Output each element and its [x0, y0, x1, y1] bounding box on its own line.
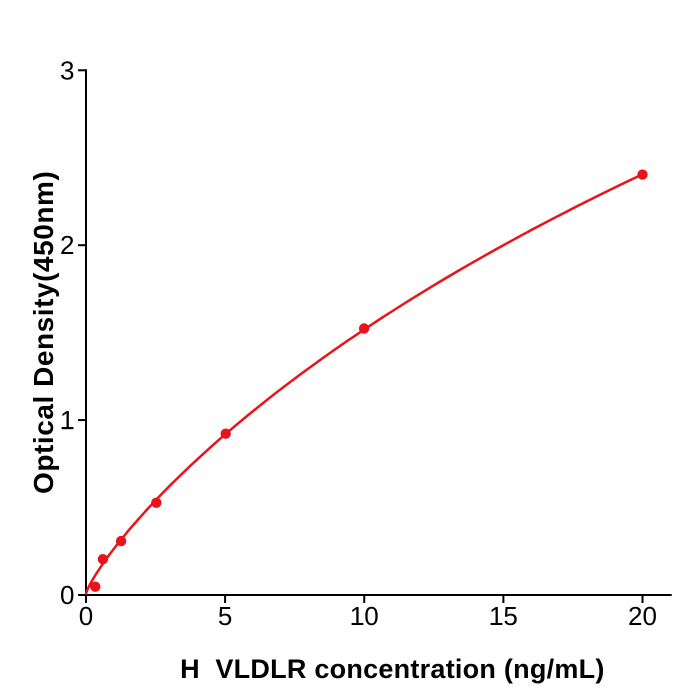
svg-text:0: 0 [79, 601, 93, 631]
svg-text:10: 10 [350, 601, 379, 631]
svg-text:1: 1 [60, 405, 74, 435]
svg-text:2: 2 [60, 230, 74, 260]
svg-text:3: 3 [60, 55, 74, 85]
svg-text:0: 0 [60, 580, 74, 610]
svg-text:15: 15 [489, 601, 518, 631]
svg-text:5: 5 [218, 601, 232, 631]
svg-text:H VLDLR concentration (ng/mL): H VLDLR concentration (ng/mL) [180, 654, 604, 684]
svg-text:Optical Density(450nm): Optical Density(450nm) [28, 171, 59, 494]
svg-text:20: 20 [628, 601, 657, 631]
